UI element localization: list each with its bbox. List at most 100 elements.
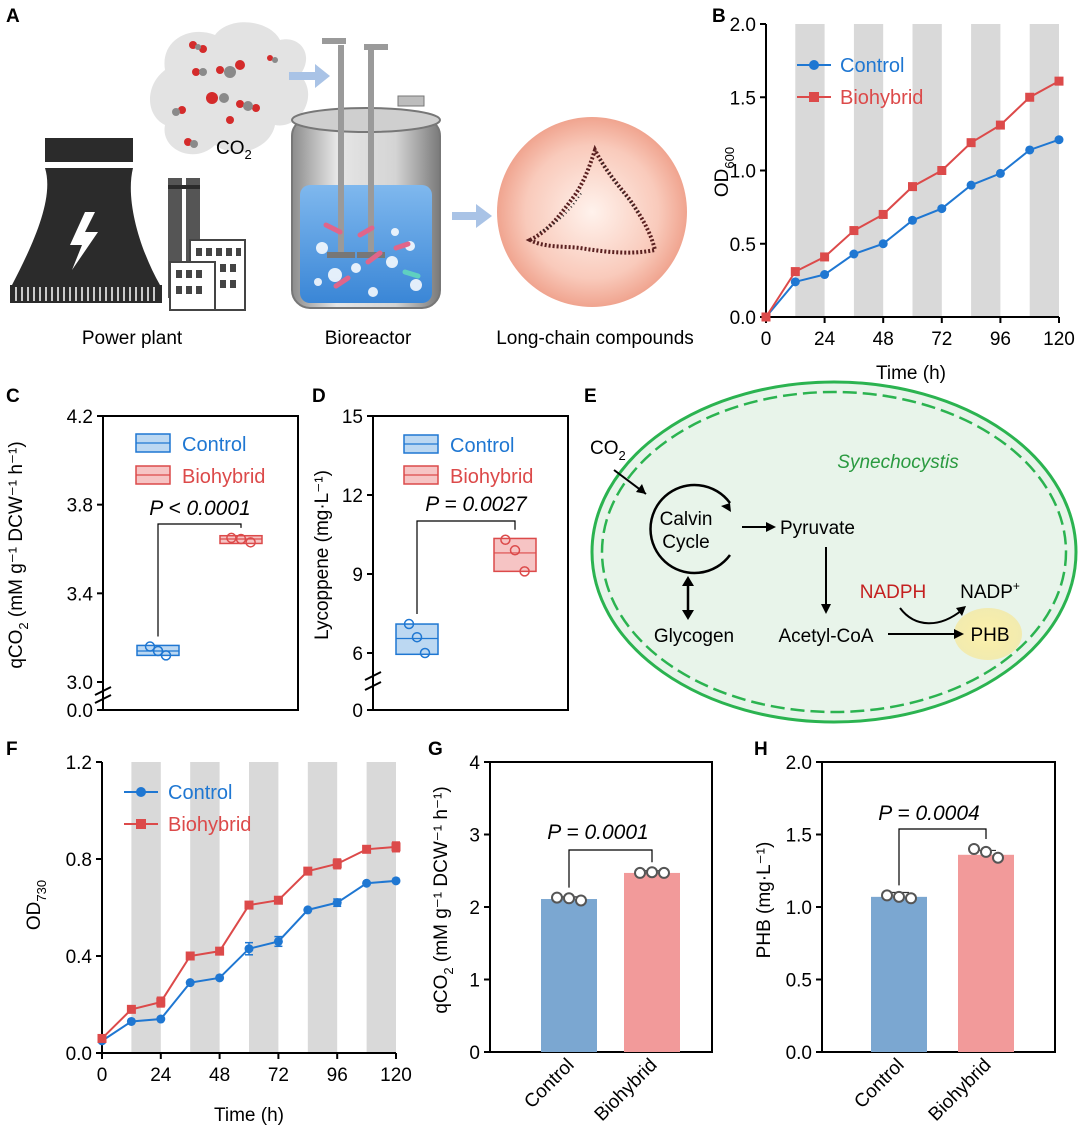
replicate-point xyxy=(403,618,415,630)
data-point-control xyxy=(391,876,401,886)
legend-control-label: Control xyxy=(450,435,514,457)
x-tick-label: 48 xyxy=(209,1065,230,1086)
panel-c-chart: C 3.0 3.4 3.8 4.2 0.0 Control Biohybrid P < … xyxy=(6,386,299,722)
p-value: P < 0.0001 xyxy=(149,497,250,520)
p-value: P = 0.0004 xyxy=(878,802,979,825)
panel-e-pathway: E Synechocystis CO2 Calvin Cycle Pyruvat… xyxy=(584,380,1078,724)
y-tick-label: 0 xyxy=(469,1043,480,1064)
y-axis-label: Lycoppene (mg·L⁻¹) xyxy=(312,470,333,640)
calvin-cycle-loop xyxy=(649,483,732,575)
y-tick-label: 0.0 xyxy=(786,1043,812,1064)
y-tick-label: 6 xyxy=(352,644,363,665)
data-point-biohybrid xyxy=(185,951,195,961)
panel-d-chart: D 6 9 12 15 0 Control Biohybrid P = 0.0027 L… xyxy=(312,386,569,722)
bar-biohybrid xyxy=(958,854,1014,1052)
phb-label: PHB xyxy=(970,625,1009,646)
x-tick-label: 0 xyxy=(761,329,772,350)
night-stripe xyxy=(1029,24,1059,317)
y-tick-label: 1.5 xyxy=(730,88,756,109)
data-point-biohybrid xyxy=(97,1033,107,1043)
arrowhead-icon xyxy=(636,484,646,494)
data-point-control xyxy=(126,1016,136,1026)
x-tick-label: 120 xyxy=(1043,329,1075,350)
arrowhead-icon xyxy=(821,604,831,614)
legend-control-label: Control xyxy=(182,434,246,456)
y-tick-label: 3 xyxy=(469,826,480,847)
power-plant-icon xyxy=(10,138,246,311)
night-stripe xyxy=(190,762,220,1053)
replicate-point xyxy=(551,891,563,904)
box-control xyxy=(395,623,439,656)
legend-biohybrid-label: Biohybrid xyxy=(182,466,265,488)
replicate-point xyxy=(968,843,980,855)
replicate-point xyxy=(646,866,658,879)
data-point-control xyxy=(362,878,372,888)
y-axis-label: PHB (mg·L⁻¹) xyxy=(754,842,775,959)
data-point-control xyxy=(937,204,947,214)
data-point-biohybrid xyxy=(937,166,947,175)
y-tick-label: 0.8 xyxy=(66,850,92,871)
arrowhead-icon xyxy=(721,503,731,512)
x-tick-label: 48 xyxy=(873,329,894,350)
x-tick-label: Control xyxy=(850,1055,908,1113)
replicate-point xyxy=(245,537,256,548)
replicate-point xyxy=(500,534,511,546)
replicate-point xyxy=(992,851,1004,864)
significance-bracket xyxy=(157,523,242,637)
replicate-point xyxy=(235,533,247,545)
y-tick-label: 1.2 xyxy=(66,753,92,774)
data-point-control xyxy=(908,215,917,225)
legend-control-label: Control xyxy=(168,782,232,804)
y-tick-label: 0.5 xyxy=(786,971,812,992)
panel-letter-b: B xyxy=(712,6,726,27)
bioreactor-icon xyxy=(291,38,441,309)
co2-cloud-icon xyxy=(150,22,309,155)
panel-f-chart: F 0.0 0.4 0.8 1.2 0 24 48 72 96 120 Control Biohy… xyxy=(6,739,412,1126)
bar-control xyxy=(541,899,597,1052)
replicate-point xyxy=(152,645,164,657)
x-tick-label: 120 xyxy=(380,1065,412,1086)
arrowhead-icon xyxy=(682,610,694,620)
x-tick-label: 72 xyxy=(268,1065,289,1086)
replicate-point xyxy=(509,545,521,556)
data-point-biohybrid xyxy=(156,997,166,1007)
data-point-biohybrid xyxy=(995,120,1005,130)
cell-membrane-inner xyxy=(600,390,1068,714)
panel-h-chart: H 0.0 0.5 1.0 1.5 2.0 Control Biohybrid P = 0.… xyxy=(754,739,1056,1126)
replicate-point xyxy=(144,641,156,652)
p-value: P = 0.0001 xyxy=(547,821,648,844)
replicate-point xyxy=(893,890,905,903)
replicate-point xyxy=(575,894,587,907)
replicate-point xyxy=(160,650,172,661)
legend-control-marker xyxy=(809,60,819,70)
replicate-point xyxy=(411,631,423,643)
axis-break-mark xyxy=(94,686,112,696)
y-tick-label: 0.0 xyxy=(730,308,756,329)
data-point-biohybrid xyxy=(1025,92,1035,102)
data-point-biohybrid xyxy=(391,842,401,852)
bar-control xyxy=(871,896,927,1052)
y-axis-label: OD730 xyxy=(24,880,49,930)
night-stripe xyxy=(853,24,884,317)
data-point-control xyxy=(820,270,830,280)
acetyl-coa-label: Acetyl-CoA xyxy=(778,626,873,647)
bar-biohybrid xyxy=(624,872,680,1052)
arrow-icon xyxy=(452,204,492,228)
bioreactor-label: Bioreactor xyxy=(325,328,412,349)
night-stripe xyxy=(971,24,1001,317)
y-tick-label: 2.0 xyxy=(730,15,756,36)
x-axis-label: Time (h) xyxy=(876,363,946,384)
y-tick-label: 12 xyxy=(342,486,363,507)
data-point-biohybrid xyxy=(761,312,771,322)
calvin-label-1: Calvin xyxy=(660,509,713,530)
panel-letter-d: D xyxy=(312,386,326,407)
panel-b-chart: B 0.0 0.5 1.0 1.5 2.0 0 24 48 72 96 120 Control Bi… xyxy=(712,6,1075,384)
axis-break-mark xyxy=(94,694,112,704)
panel-letter-g: G xyxy=(428,739,443,760)
panel-letter-f: F xyxy=(6,739,18,760)
plot-frame xyxy=(372,415,569,711)
data-point-control xyxy=(244,944,254,954)
replicate-point xyxy=(905,892,917,905)
nadph-label: NADPH xyxy=(860,582,927,603)
legend-biohybrid-label: Biohybrid xyxy=(450,466,533,488)
